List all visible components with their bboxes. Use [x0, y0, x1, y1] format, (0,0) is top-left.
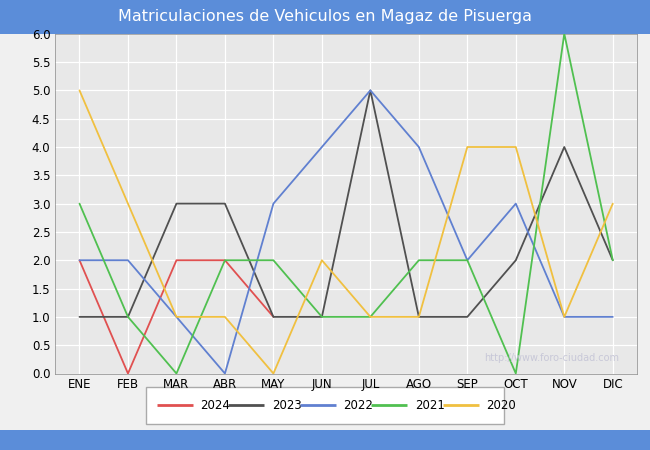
- Text: http://www.foro-ciudad.com: http://www.foro-ciudad.com: [484, 353, 619, 363]
- Text: 2023: 2023: [272, 399, 302, 412]
- Text: 2022: 2022: [344, 399, 373, 412]
- Text: Matriculaciones de Vehiculos en Magaz de Pisuerga: Matriculaciones de Vehiculos en Magaz de…: [118, 9, 532, 24]
- Text: 2020: 2020: [486, 399, 516, 412]
- Text: 2021: 2021: [415, 399, 445, 412]
- Text: 2024: 2024: [200, 399, 230, 412]
